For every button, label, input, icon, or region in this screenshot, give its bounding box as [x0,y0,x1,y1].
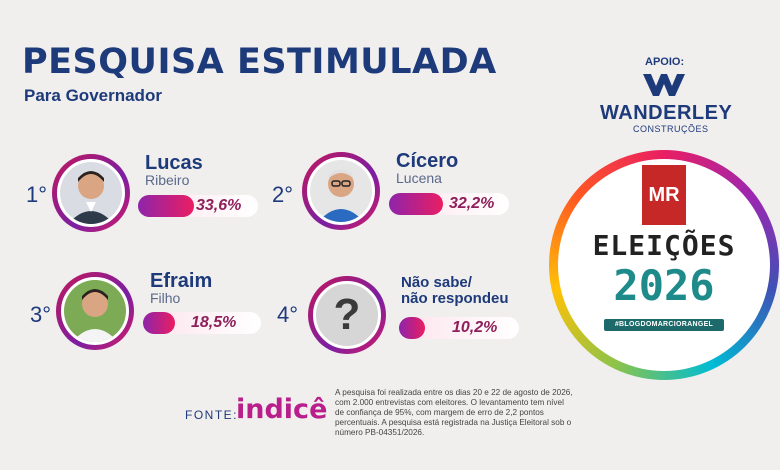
avatar-undecided: ? [308,276,386,354]
candidate-1-percent: 33,6% [196,197,242,214]
page-title: PESQUISA ESTIMULADA [22,42,497,82]
sponsor-label: APOIO: [645,56,685,68]
candidate-3-bar [143,312,261,334]
badge-hashtag: #BLOGDOMARCIORANGEL [604,319,724,331]
question-icon: ? [333,290,361,339]
candidate-2-last-name: Lucena [396,170,442,186]
elections-badge: MR ELEIÇÕES 2026 #BLOGDOMARCIORANGEL [549,150,779,380]
wanderley-logo-icon [643,74,685,96]
option-4-percent: 10,2% [452,319,498,336]
candidate-2-bar-fill [389,193,443,215]
candidate-2-bar [389,193,509,215]
candidate-3-percent: 18,5% [191,314,237,331]
rank-1: 1° [26,182,48,207]
sponsor-name: WANDERLEY [600,102,733,124]
candidate-2-first-name: Cícero [396,150,459,172]
option-4-bar [399,317,519,339]
candidate-2-percent: 32,2% [449,195,495,212]
source-label: FONTE: [185,408,238,422]
sponsor-sub: CONSTRUÇÕES [633,124,709,134]
methodology-note: A pesquisa foi realizada entre os dias 2… [335,388,573,437]
rank-2: 2° [272,182,294,207]
option-4-label-line1: Não sabe/ [401,274,472,291]
avatar-efraim-filho [56,272,134,350]
person-icon [60,162,122,224]
rank-4: 4° [277,302,299,327]
source-logo: indicê [236,394,328,425]
candidate-3-last-name: Filho [150,290,181,306]
rank-3: 3° [30,302,52,327]
option-4-label-line2: não respondeu [401,290,509,307]
avatar-lucas-ribeiro [52,154,130,232]
candidate-1-first-name: Lucas [145,152,203,174]
candidate-3-first-name: Efraim [150,270,213,292]
candidate-1-bar [138,195,258,217]
person-icon [64,280,126,342]
mr-logo: MR [642,165,686,225]
badge-line1: ELEIÇÕES [592,229,736,262]
candidate-1-last-name: Ribeiro [145,172,190,188]
person-icon [310,160,372,222]
candidate-1-bar-fill [138,195,194,217]
page-subtitle: Para Governador [24,86,162,105]
candidate-3-bar-fill [143,312,175,334]
avatar-cicero-lucena [302,152,380,230]
option-4-bar-fill [399,317,425,339]
badge-year: 2026 [613,261,715,310]
